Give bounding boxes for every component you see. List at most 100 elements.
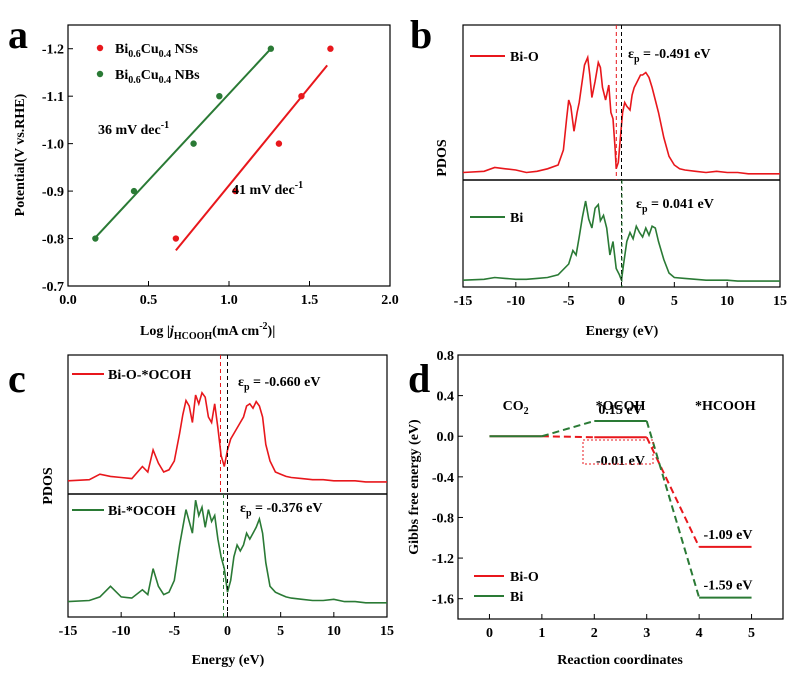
a-xtick-label: 2.0 (381, 293, 399, 308)
d-ytick-label: -1.6 (432, 593, 454, 608)
panel-letter-c: c (8, 356, 26, 401)
c-xtick-label: 5 (277, 624, 284, 639)
legend-label-nss: Bi0.6Cu0.4 NSs (115, 42, 199, 60)
panel-c: c -15 -10 -5 0 5 10 15 Bi-O-*OCOH Bi-*OCOH εp … (8, 354, 394, 668)
legend-label-bio-ocoh: Bi-O-*OCOH (108, 368, 191, 383)
d-data: -0.01 eV -1.09 eV 0.15 eV -1.59 eV (489, 403, 752, 599)
legend-marker-nbs (96, 70, 104, 78)
transition-line-d-0 (541, 435, 595, 439)
d-ticks: 0 1 2 3 4 5 0.8 0.4 0.0 -0.4 -0.8 -1.2 -1.6 (432, 349, 755, 641)
a-ytick-label: -1.1 (42, 90, 64, 105)
b-xtick-label: 10 (720, 294, 734, 309)
yaxis-title-b: PDOS (435, 139, 450, 177)
legend-label-nbs: Bi0.6Cu0.4 NBs (115, 68, 200, 86)
d-ytick-label: 0.0 (437, 430, 455, 445)
xaxis-title-a: Log |jHCOOH(mA cm-2)| (140, 321, 275, 342)
legend-label-d-bi: Bi (510, 590, 523, 605)
legend-label-d-bio: Bi-O (510, 570, 539, 585)
c-xtick-label: 10 (327, 624, 341, 639)
d-ytick-label: -1.2 (432, 552, 454, 567)
b-xtick-label: -15 (454, 294, 473, 309)
a-ytick-label: -0.7 (42, 280, 64, 295)
a-ytick-label: -0.8 (42, 233, 64, 248)
stage-label-d: *HCOOH (695, 399, 756, 414)
b-xtick-label: -5 (563, 294, 575, 309)
ep-label-bi: εp = 0.041 eV (636, 197, 714, 215)
pdos-curve-c-0 (67, 391, 387, 483)
c-data (67, 355, 387, 617)
legend-label-bio: Bi-O (510, 50, 539, 65)
transition-line-d-0 (645, 436, 701, 548)
a-xtick-label: 0.0 (59, 293, 77, 308)
yaxis-title-c: PDOS (41, 467, 56, 505)
legend-label-bi-ocoh: Bi-*OCOH (108, 504, 176, 519)
xaxis-title-d: Reaction coordinates (557, 653, 683, 668)
c-xtick-label: -10 (112, 624, 131, 639)
energy-label-d-0: -1.09 eV (703, 528, 752, 543)
data-point-a-1 (92, 235, 99, 242)
b-xtick-label: 5 (671, 294, 678, 309)
slope-label-nbs: 36 mV dec-1 (98, 120, 169, 138)
yaxis-title-d: Gibbs free energy (eV) (407, 419, 422, 555)
c-xtick-label: 15 (380, 624, 394, 639)
b-xtick-label: -10 (506, 294, 525, 309)
d-xtick-label: 3 (643, 626, 650, 641)
c-ticks: -15 -10 -5 0 5 10 15 (59, 612, 394, 639)
d-xtick-label: 2 (591, 626, 598, 641)
plot-frame-c (67, 354, 388, 618)
panel-letter-b: b (410, 12, 432, 57)
c-xtick-label: -5 (168, 624, 180, 639)
a-ytick-label: -0.9 (42, 185, 64, 200)
d-xtick-label: 4 (696, 626, 703, 641)
c-xtick-label: -15 (59, 624, 78, 639)
fit-line-a-0 (175, 64, 328, 252)
ep-label-bio-ocoh: εp = -0.660 eV (238, 375, 321, 393)
fit-line-a-1 (94, 48, 272, 239)
stage-label-d: *OCOH (596, 399, 646, 414)
b-ticks: -15 -10 -5 0 5 10 15 (454, 282, 787, 309)
data-point-a-0 (275, 140, 283, 147)
yaxis-title-a: Potential(V vs.RHE) (13, 93, 28, 216)
d-xtick-label: 1 (538, 626, 545, 641)
d-ytick-label: 0.8 (437, 349, 455, 364)
data-point-a-0 (232, 187, 239, 195)
d-ytick-label: -0.4 (432, 471, 454, 486)
xaxis-title-c: Energy (eV) (192, 653, 265, 668)
panel-b: b -15 -10 -5 0 5 10 15 Bi-O Bi εp = -0.491 eV … (410, 12, 787, 339)
highlight-box-bio (582, 439, 654, 465)
d-ytick-label: 0.4 (437, 390, 455, 405)
energy-label-d-1: 0.15 eV (598, 403, 642, 418)
a-xtick-label: 1.5 (301, 293, 319, 308)
data-point-a-1 (216, 92, 223, 100)
b-xtick-label: 15 (773, 294, 787, 309)
d-ytick-label: -0.8 (432, 511, 454, 526)
legend-marker-nss (96, 44, 104, 52)
xaxis-title-b: Energy (eV) (586, 324, 659, 339)
pdos-curve-b-1 (462, 200, 780, 282)
stage-label-d: CO2 (503, 399, 529, 417)
legend-a: Bi0.6Cu0.4 NSs Bi0.6Cu0.4 NBs (96, 42, 200, 86)
ep-label-bi-ocoh: εp = -0.376 eV (240, 501, 323, 519)
data-point-a-0 (172, 235, 180, 242)
b-data (462, 25, 780, 287)
transition-line-d-1 (541, 420, 595, 438)
panel-d: d 0 1 2 3 4 5 0.8 0.4 0.0 -0.4 -0.8 -1.2 -1.6 -0.01 … (407, 349, 784, 668)
a-ytick-label: -1.2 (42, 43, 64, 58)
plot-frame-d (457, 354, 784, 620)
a-ytick-label: -1.0 (42, 138, 64, 153)
b-xtick-label: 0 (618, 294, 625, 309)
energy-label-d-1: -1.59 eV (703, 579, 752, 594)
legend-label-bi: Bi (510, 211, 523, 226)
panel-letter-a: a (8, 12, 28, 57)
ep-label-bio: εp = -0.491 eV (628, 47, 711, 65)
d-xtick-label: 5 (748, 626, 755, 641)
data-point-a-1 (190, 140, 197, 147)
data-point-a-0 (327, 45, 334, 52)
a-xtick-label: 0.5 (140, 293, 158, 308)
d-xtick-label: 0 (486, 626, 493, 641)
data-point-a-0 (298, 92, 305, 100)
d-stage-labels: CO2 *OCOH *HCOOH (503, 399, 756, 417)
c-xtick-label: 0 (224, 624, 231, 639)
energy-label-d-0: -0.01 eV (596, 454, 645, 469)
